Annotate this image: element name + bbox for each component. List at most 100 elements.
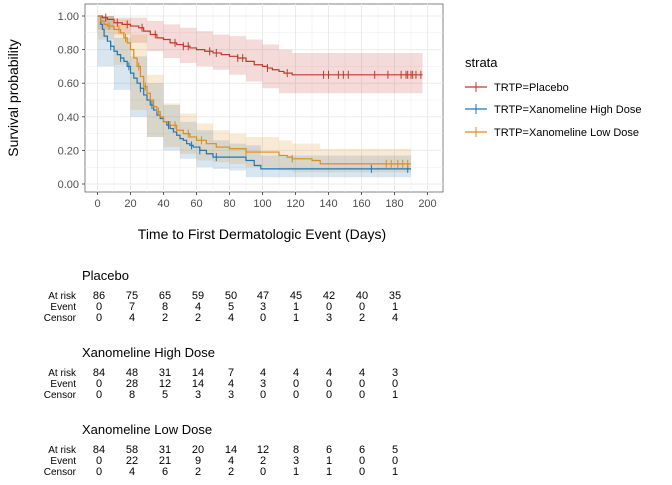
risk-cell: 0 — [96, 301, 102, 313]
risk-cell: 12 — [257, 444, 269, 456]
risk-row-label: Event — [50, 456, 76, 467]
risk-cell: 14 — [192, 378, 204, 390]
risk-cell: 42 — [323, 290, 335, 302]
risk-cell: 0 — [359, 301, 365, 313]
risk-cell: 2 — [162, 312, 168, 324]
risk-cell: 9 — [195, 455, 201, 467]
risk-cell: 3 — [326, 312, 332, 324]
risk-cell: 0 — [326, 301, 332, 313]
risk-cell: 6 — [162, 466, 168, 478]
risk-cell: 2 — [195, 466, 201, 478]
legend-label: TRTP=Xanomeline High Dose — [494, 104, 641, 116]
risk-cell: 4 — [228, 455, 234, 467]
x-tick-label: 40 — [157, 198, 169, 210]
risk-cell: 8 — [129, 389, 135, 401]
risk-cell: 65 — [159, 290, 171, 302]
x-tick-label: 100 — [253, 198, 271, 210]
y-axis-label: Survival probability — [5, 39, 21, 157]
y-tick-label: 0.20 — [58, 145, 79, 157]
risk-cell: 84 — [93, 367, 105, 379]
risk-cell: 0 — [326, 389, 332, 401]
risk-row-label: At risk — [48, 368, 77, 379]
risk-cell: 2 — [195, 312, 201, 324]
risk-cell: 86 — [93, 290, 105, 302]
risk-row-label: Censor — [44, 467, 77, 478]
risk-cell: 59 — [192, 290, 204, 302]
y-tick-label: 0.80 — [58, 45, 79, 57]
risk-row-label: Event — [50, 379, 76, 390]
risk-cell: 7 — [228, 367, 234, 379]
y-tick-label: 0.40 — [58, 112, 79, 124]
risk-cell: 0 — [293, 378, 299, 390]
confidence-band-1 — [97, 16, 411, 178]
risk-cell: 3 — [293, 455, 299, 467]
confidence-bands — [97, 16, 423, 178]
risk-cell: 0 — [392, 455, 398, 467]
risk-cell: 48 — [126, 367, 138, 379]
risk-cell: 31 — [159, 367, 171, 379]
risk-cell: 7 — [129, 301, 135, 313]
grid — [85, 4, 443, 192]
risk-cell: 21 — [159, 455, 171, 467]
risk-cell: 20 — [192, 444, 204, 456]
risk-cell: 14 — [192, 367, 204, 379]
x-tick-label: 120 — [286, 198, 304, 210]
risk-cell: 3 — [228, 389, 234, 401]
risk-cell: 0 — [260, 466, 266, 478]
risk-cell: 4 — [129, 312, 135, 324]
risk-cell: 58 — [126, 444, 138, 456]
risk-cell: 0 — [359, 389, 365, 401]
risk-cell: 45 — [290, 290, 302, 302]
risk-row-label: Censor — [44, 313, 77, 324]
risk-cell: 8 — [162, 301, 168, 313]
risk-cell: 28 — [126, 378, 138, 390]
risk-cell: 4 — [129, 466, 135, 478]
axes: 0 20 40 60 80 100 120 140 160 180 200 0.00 0.20 0.40 0… — [58, 11, 437, 210]
x-tick-label: 0 — [94, 198, 100, 210]
risk-cell: 1 — [392, 301, 398, 313]
risk-cell: 5 — [392, 444, 398, 456]
x-tick-label: 80 — [223, 198, 235, 210]
risk-cell: 0 — [96, 378, 102, 390]
risk-cell: 6 — [359, 444, 365, 456]
risk-cell: 0 — [293, 389, 299, 401]
y-tick-label: 0.60 — [58, 78, 79, 90]
risk-cell: 4 — [293, 367, 299, 379]
legend-label: TRTP=Placebo — [494, 82, 569, 94]
risk-cell: 2 — [260, 455, 266, 467]
risk-cell: 31 — [159, 444, 171, 456]
risk-cell: 40 — [356, 290, 368, 302]
risk-cell: 1 — [326, 455, 332, 467]
risk-row-label: Censor — [44, 390, 77, 401]
risk-row-label: Event — [50, 302, 76, 313]
risk-cell: 4 — [228, 378, 234, 390]
censor-marks — [105, 13, 422, 173]
risk-cell: 0 — [96, 389, 102, 401]
risk-cell: 5 — [228, 301, 234, 313]
risk-cell: 0 — [96, 466, 102, 478]
risk-cell: 0 — [260, 312, 266, 324]
x-tick-label: 140 — [319, 198, 337, 210]
x-axis-label: Time to First Dermatologic Event (Days) — [138, 226, 386, 242]
risk-cell: 3 — [392, 367, 398, 379]
x-tick-label: 60 — [190, 198, 202, 210]
confidence-band-2 — [97, 16, 411, 173]
risk-cell: 84 — [93, 444, 105, 456]
legend: strata TRTP=Placebo TRTP=Xanomeline High … — [465, 55, 641, 139]
risk-group-title: Xanomeline High Dose — [82, 345, 215, 360]
risk-cell: 1 — [293, 301, 299, 313]
panel-background — [84, 3, 444, 193]
risk-cell: 0 — [359, 455, 365, 467]
risk-cell: 47 — [257, 290, 269, 302]
risk-cell: 3 — [195, 389, 201, 401]
risk-cell: 50 — [225, 290, 237, 302]
risk-cell: 22 — [126, 455, 138, 467]
risk-cell: 0 — [359, 466, 365, 478]
risk-cell: 1 — [392, 389, 398, 401]
risk-cell: 4 — [228, 312, 234, 324]
risk-cell: 4 — [326, 367, 332, 379]
y-tick-label: 1.00 — [58, 11, 79, 23]
risk-cell: 5 — [162, 389, 168, 401]
risk-cell: 0 — [359, 378, 365, 390]
confidence-band-0 — [97, 16, 423, 94]
